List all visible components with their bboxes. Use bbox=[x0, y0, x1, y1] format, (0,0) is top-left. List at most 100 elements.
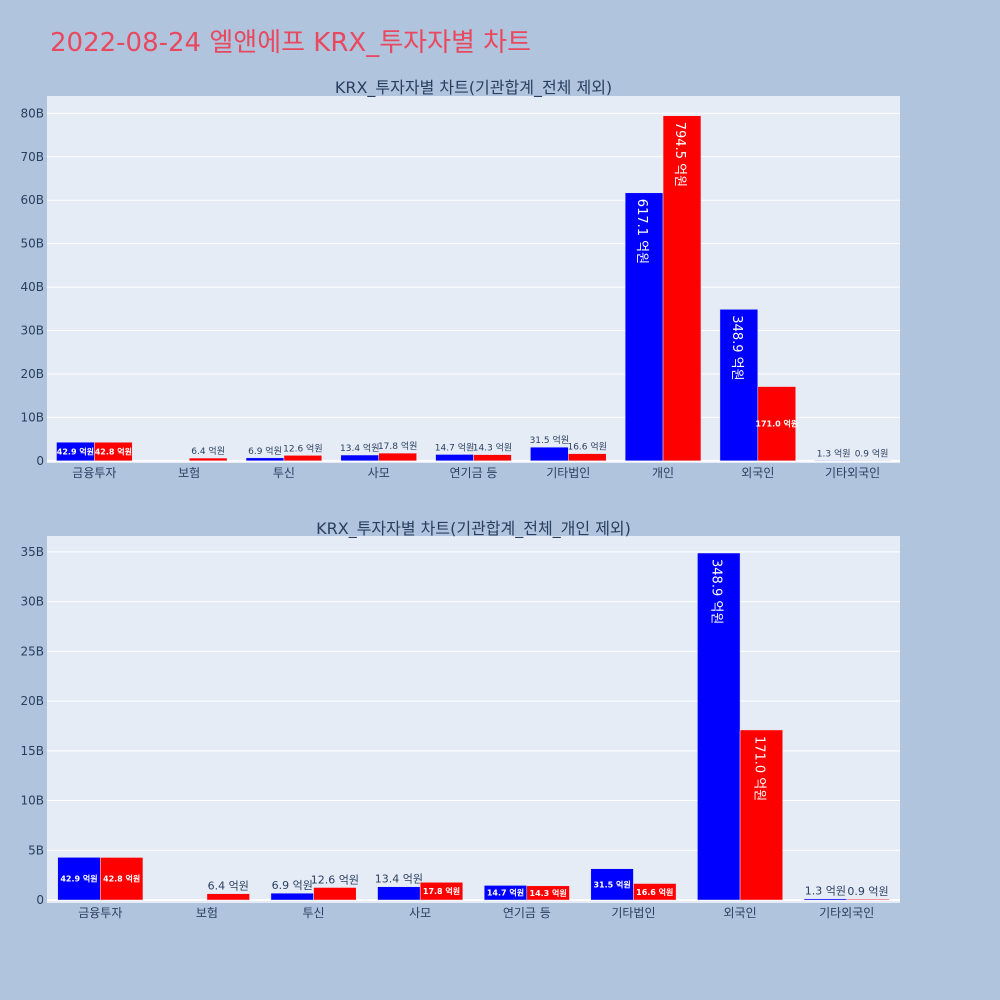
x-tick-label: 금융투자 bbox=[72, 466, 116, 480]
x-tick-label: 금융투자 bbox=[78, 906, 122, 920]
sell-bar bbox=[473, 454, 512, 462]
buy-bar bbox=[719, 309, 759, 462]
buy-bar bbox=[530, 446, 569, 462]
buy-bar bbox=[814, 460, 853, 462]
data-label: 16.6 억원 bbox=[636, 887, 673, 897]
chart-1: 0 10B 20B 30B 40B 50B 60B 70B 80B KRX_투자자별 차트(기관합… bbox=[20, 78, 900, 480]
x-tick-label: 투신 bbox=[273, 466, 295, 480]
data-label: 6.9 억원 bbox=[248, 445, 282, 457]
x-tick-label: 보험 bbox=[178, 466, 200, 480]
data-label: 14.7 억원 bbox=[487, 888, 524, 898]
buy-bar bbox=[57, 857, 101, 901]
sell-bar bbox=[283, 455, 323, 462]
buy-bar bbox=[270, 892, 314, 901]
data-label: 0.9 억원 bbox=[855, 447, 889, 459]
data-label: 6.4 억원 bbox=[191, 445, 225, 457]
x-tick-label: 개인 bbox=[652, 466, 674, 480]
sell-bar bbox=[378, 452, 417, 462]
data-label: 42.8 억원 bbox=[95, 447, 132, 457]
data-label: 16.6 억원 bbox=[567, 441, 606, 453]
data-label: 14.3 억원 bbox=[530, 888, 567, 898]
data-label: 1.3 억원 bbox=[805, 885, 846, 898]
y-tick-label: 30B bbox=[20, 324, 44, 338]
sell-bar bbox=[846, 898, 890, 901]
data-label: 17.8 억원 bbox=[378, 440, 417, 452]
y-tick-label: 10B bbox=[20, 794, 44, 808]
sell-bar bbox=[662, 115, 702, 462]
y-tick-label: 0 bbox=[36, 454, 44, 468]
x-tick-label: 기타법인 bbox=[546, 466, 590, 480]
sell-bar bbox=[633, 883, 677, 901]
page-title: 2022-08-24 엘앤에프 KRX_투자자별 차트 bbox=[50, 28, 532, 58]
x-tick-label: 사모 bbox=[368, 466, 390, 480]
y-tick-label: 20B bbox=[20, 367, 44, 381]
data-label: 42.9 억원 bbox=[60, 874, 97, 884]
chart-2: 0 5B 10B 15B 20B 25B 30B 35B KRX_투자자별 차트(기관합계_전체… bbox=[20, 519, 900, 920]
x-tick-label: 연기금 등 bbox=[503, 906, 551, 920]
sell-bar bbox=[739, 729, 783, 901]
data-label: 13.4 억원 bbox=[340, 442, 379, 454]
y-tick-label: 50B bbox=[20, 237, 44, 251]
data-label: 171.0 억원 bbox=[755, 419, 798, 429]
data-label: 13.4 억원 bbox=[375, 873, 423, 886]
data-label: 0.9 억원 bbox=[847, 885, 888, 898]
sell-bar bbox=[419, 882, 464, 901]
x-tick-label: 기타외국인 bbox=[825, 466, 880, 480]
sell-bar bbox=[526, 885, 570, 901]
x-tick-label: 외국인 bbox=[741, 466, 774, 480]
y-tick-label: 60B bbox=[20, 193, 44, 207]
data-label: 171.0 억원 bbox=[751, 736, 766, 801]
data-label: 6.9 억원 bbox=[272, 879, 313, 892]
y-tick-label: 40B bbox=[20, 280, 44, 294]
chart-title: KRX_투자자별 차트(기관합계_전체_개인 제외) bbox=[316, 519, 631, 539]
sell-bar bbox=[188, 457, 228, 462]
y-tick-label: 35B bbox=[20, 545, 44, 559]
data-label: 42.9 억원 bbox=[57, 447, 94, 457]
y-tick-label: 10B bbox=[20, 410, 44, 424]
sell-bar bbox=[313, 887, 357, 901]
data-label: 348.9 억원 bbox=[729, 315, 744, 380]
y-tick-label: 20B bbox=[20, 694, 44, 708]
x-tick-label: 연기금 등 bbox=[450, 466, 498, 480]
x-tick-label: 외국인 bbox=[724, 906, 757, 920]
x-tick-label: 투신 bbox=[303, 906, 325, 920]
buy-bar bbox=[340, 454, 379, 462]
y-tick-label: 80B bbox=[20, 106, 44, 120]
data-label: 14.7 억원 bbox=[435, 441, 474, 453]
data-label: 31.5 억원 bbox=[593, 879, 630, 889]
data-label: 12.6 억원 bbox=[311, 873, 359, 886]
buy-bar bbox=[245, 457, 285, 462]
buy-bar bbox=[590, 868, 634, 901]
buy-bar bbox=[803, 898, 847, 901]
data-label: 17.8 억원 bbox=[423, 886, 460, 896]
y-tick-label: 15B bbox=[20, 744, 44, 758]
y-tick-label: 30B bbox=[20, 595, 44, 609]
data-label: 617.1 억원 bbox=[634, 199, 649, 264]
data-label: 794.5 억원 bbox=[672, 122, 687, 187]
buy-bar bbox=[697, 552, 741, 901]
chart-title: KRX_투자자별 차트(기관합계_전체 제외) bbox=[335, 78, 612, 98]
data-label: 348.9 억원 bbox=[709, 559, 724, 624]
data-label: 6.4 억원 bbox=[208, 880, 249, 893]
y-tick-label: 25B bbox=[20, 644, 44, 658]
data-label: 14.3 억원 bbox=[473, 442, 512, 454]
data-label: 12.6 억원 bbox=[283, 442, 322, 454]
y-tick-label: 70B bbox=[20, 150, 44, 164]
data-label: 1.3 억원 bbox=[817, 447, 851, 459]
x-tick-label: 보험 bbox=[196, 906, 218, 920]
buy-bar bbox=[435, 454, 474, 462]
sell-bar bbox=[757, 386, 796, 462]
data-label: 31.5 억원 bbox=[530, 434, 569, 446]
x-tick-label: 사모 bbox=[409, 906, 431, 920]
x-tick-label: 기타외국인 bbox=[819, 906, 874, 920]
data-label: 42.8 억원 bbox=[103, 874, 140, 884]
sell-bar bbox=[100, 857, 144, 901]
buy-bar bbox=[377, 886, 421, 901]
y-tick-label: 5B bbox=[28, 843, 44, 857]
x-tick-label: 기타법인 bbox=[611, 906, 655, 920]
sell-bar bbox=[206, 893, 250, 901]
sell-bar bbox=[568, 453, 607, 462]
sell-bar bbox=[94, 441, 133, 462]
y-tick-label: 0 bbox=[36, 893, 44, 907]
